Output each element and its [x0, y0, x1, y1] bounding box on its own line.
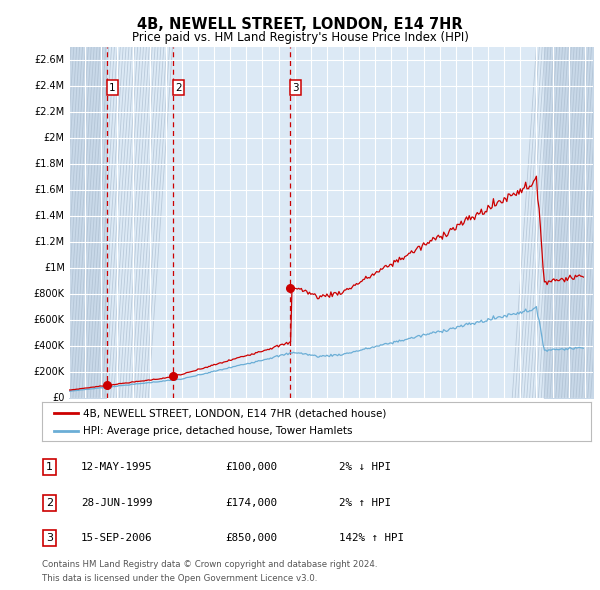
- Text: 1996: 1996: [118, 408, 127, 428]
- Text: 28-JUN-1999: 28-JUN-1999: [81, 498, 152, 507]
- Text: 1994: 1994: [86, 408, 95, 428]
- Text: 2017: 2017: [457, 408, 466, 428]
- Text: 2015: 2015: [424, 408, 433, 428]
- Text: 1993: 1993: [70, 408, 79, 428]
- Text: 1998: 1998: [151, 408, 160, 428]
- Text: 2006: 2006: [280, 408, 289, 428]
- Text: 2005: 2005: [263, 408, 272, 428]
- Text: 2014: 2014: [408, 408, 417, 428]
- Text: £2.4M: £2.4M: [35, 81, 65, 91]
- Text: 2010: 2010: [344, 408, 353, 428]
- Text: £600K: £600K: [34, 315, 65, 325]
- Text: 142% ↑ HPI: 142% ↑ HPI: [339, 533, 404, 543]
- Text: HPI: Average price, detached house, Tower Hamlets: HPI: Average price, detached house, Towe…: [83, 426, 353, 436]
- Text: £400K: £400K: [34, 341, 65, 351]
- Text: This data is licensed under the Open Government Licence v3.0.: This data is licensed under the Open Gov…: [42, 574, 317, 583]
- Text: 1: 1: [109, 83, 116, 93]
- Text: 2007: 2007: [295, 408, 304, 428]
- Text: 2002: 2002: [215, 408, 224, 428]
- Text: 4B, NEWELL STREET, LONDON, E14 7HR (detached house): 4B, NEWELL STREET, LONDON, E14 7HR (deta…: [83, 408, 386, 418]
- Text: 1999: 1999: [167, 408, 176, 428]
- Text: £800K: £800K: [34, 289, 65, 299]
- Text: 15-SEP-2006: 15-SEP-2006: [81, 533, 152, 543]
- Text: 2003: 2003: [231, 408, 240, 428]
- Text: £2M: £2M: [44, 133, 65, 143]
- Text: Price paid vs. HM Land Registry's House Price Index (HPI): Price paid vs. HM Land Registry's House …: [131, 31, 469, 44]
- Text: £1.6M: £1.6M: [35, 185, 65, 195]
- Text: 2009: 2009: [328, 408, 337, 428]
- Text: £1.2M: £1.2M: [35, 237, 65, 247]
- Text: 2: 2: [46, 498, 53, 507]
- Text: 2021: 2021: [521, 408, 530, 428]
- Text: £0: £0: [52, 394, 65, 403]
- Text: £2.6M: £2.6M: [35, 55, 65, 65]
- Text: £1M: £1M: [44, 263, 65, 273]
- Text: 4B, NEWELL STREET, LONDON, E14 7HR: 4B, NEWELL STREET, LONDON, E14 7HR: [137, 17, 463, 31]
- Text: 1997: 1997: [134, 408, 143, 428]
- Text: 2% ↓ HPI: 2% ↓ HPI: [339, 463, 391, 472]
- Text: 2025: 2025: [586, 408, 595, 428]
- Text: £850,000: £850,000: [225, 533, 277, 543]
- Text: £1.4M: £1.4M: [35, 211, 65, 221]
- Text: Contains HM Land Registry data © Crown copyright and database right 2024.: Contains HM Land Registry data © Crown c…: [42, 560, 377, 569]
- Text: 2013: 2013: [392, 408, 401, 428]
- Text: 12-MAY-1995: 12-MAY-1995: [81, 463, 152, 472]
- Text: 2016: 2016: [440, 408, 449, 428]
- Text: 2019: 2019: [489, 408, 498, 428]
- Text: £100,000: £100,000: [225, 463, 277, 472]
- Text: 2001: 2001: [199, 408, 208, 428]
- Text: £200K: £200K: [34, 367, 65, 377]
- Text: 2: 2: [175, 83, 182, 93]
- Text: 2022: 2022: [537, 408, 546, 428]
- Text: 1995: 1995: [102, 408, 111, 428]
- Text: 2000: 2000: [182, 408, 191, 428]
- Text: £174,000: £174,000: [225, 498, 277, 507]
- Text: 2020: 2020: [505, 408, 514, 428]
- Text: 2011: 2011: [360, 408, 369, 428]
- Text: 2023: 2023: [553, 408, 562, 428]
- Text: £1.8M: £1.8M: [35, 159, 65, 169]
- Text: £2.2M: £2.2M: [35, 107, 65, 117]
- Text: 3: 3: [46, 533, 53, 543]
- Text: 2% ↑ HPI: 2% ↑ HPI: [339, 498, 391, 507]
- Text: 2024: 2024: [569, 408, 578, 428]
- Text: 1: 1: [46, 463, 53, 472]
- Text: 3: 3: [292, 83, 299, 93]
- Text: 2012: 2012: [376, 408, 385, 428]
- Text: 2008: 2008: [311, 408, 320, 428]
- Text: 2018: 2018: [473, 408, 482, 428]
- Text: 2004: 2004: [247, 408, 256, 428]
